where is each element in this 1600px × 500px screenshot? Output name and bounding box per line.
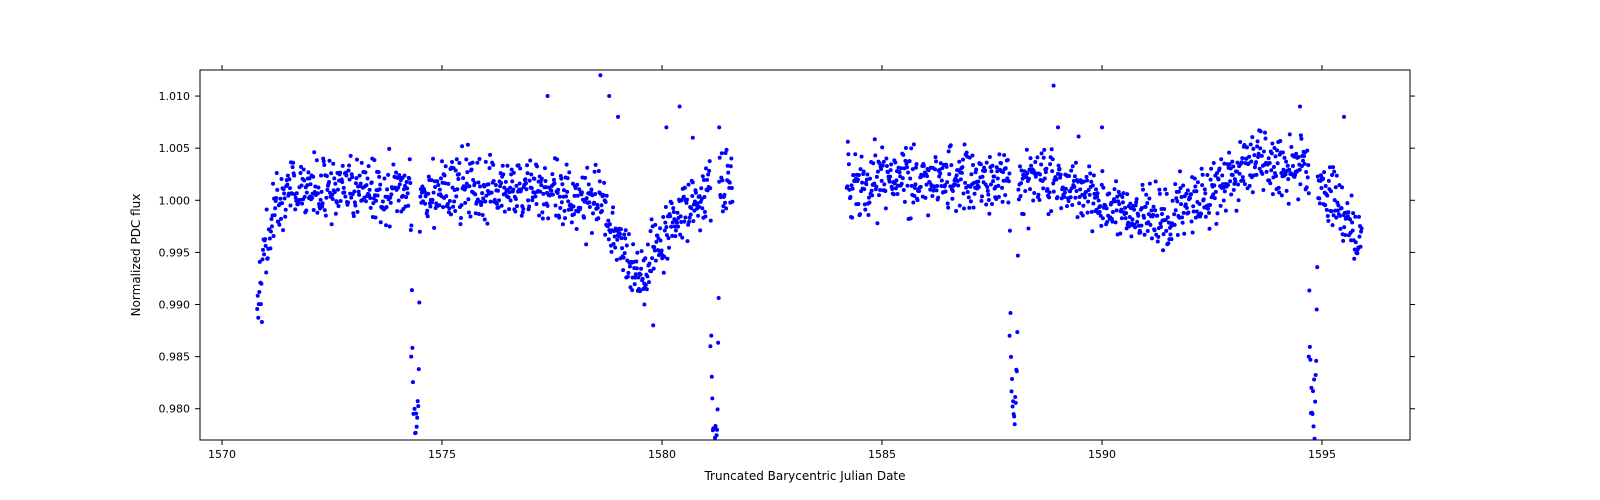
ytick-label: 0.995 [159, 246, 191, 259]
xtick-label: 1580 [648, 448, 676, 461]
ytick-label: 1.010 [159, 90, 191, 103]
ytick-label: 1.000 [159, 194, 191, 207]
xtick-label: 1585 [868, 448, 896, 461]
xtick-label: 1570 [208, 448, 236, 461]
lightcurve-chart: 1570 1575 1580 1585 1590 1595 0.980 0.985 0.990 0… [0, 0, 1600, 500]
scatter-series [255, 73, 1363, 472]
xtick-label: 1590 [1088, 448, 1116, 461]
y-axis-label: Normalized PDC flux [129, 194, 143, 317]
xtick-label: 1595 [1308, 448, 1336, 461]
plot-svg: 1570 1575 1580 1585 1590 1595 0.980 0.985 0.990 0… [0, 0, 1600, 500]
ytick-label: 0.985 [159, 351, 191, 364]
xtick-label: 1575 [428, 448, 456, 461]
x-axis-label: Truncated Barycentric Julian Date [703, 469, 905, 483]
ytick-label: 0.980 [159, 403, 191, 416]
ytick-label: 0.990 [159, 299, 191, 312]
ytick-label: 1.005 [159, 142, 191, 155]
